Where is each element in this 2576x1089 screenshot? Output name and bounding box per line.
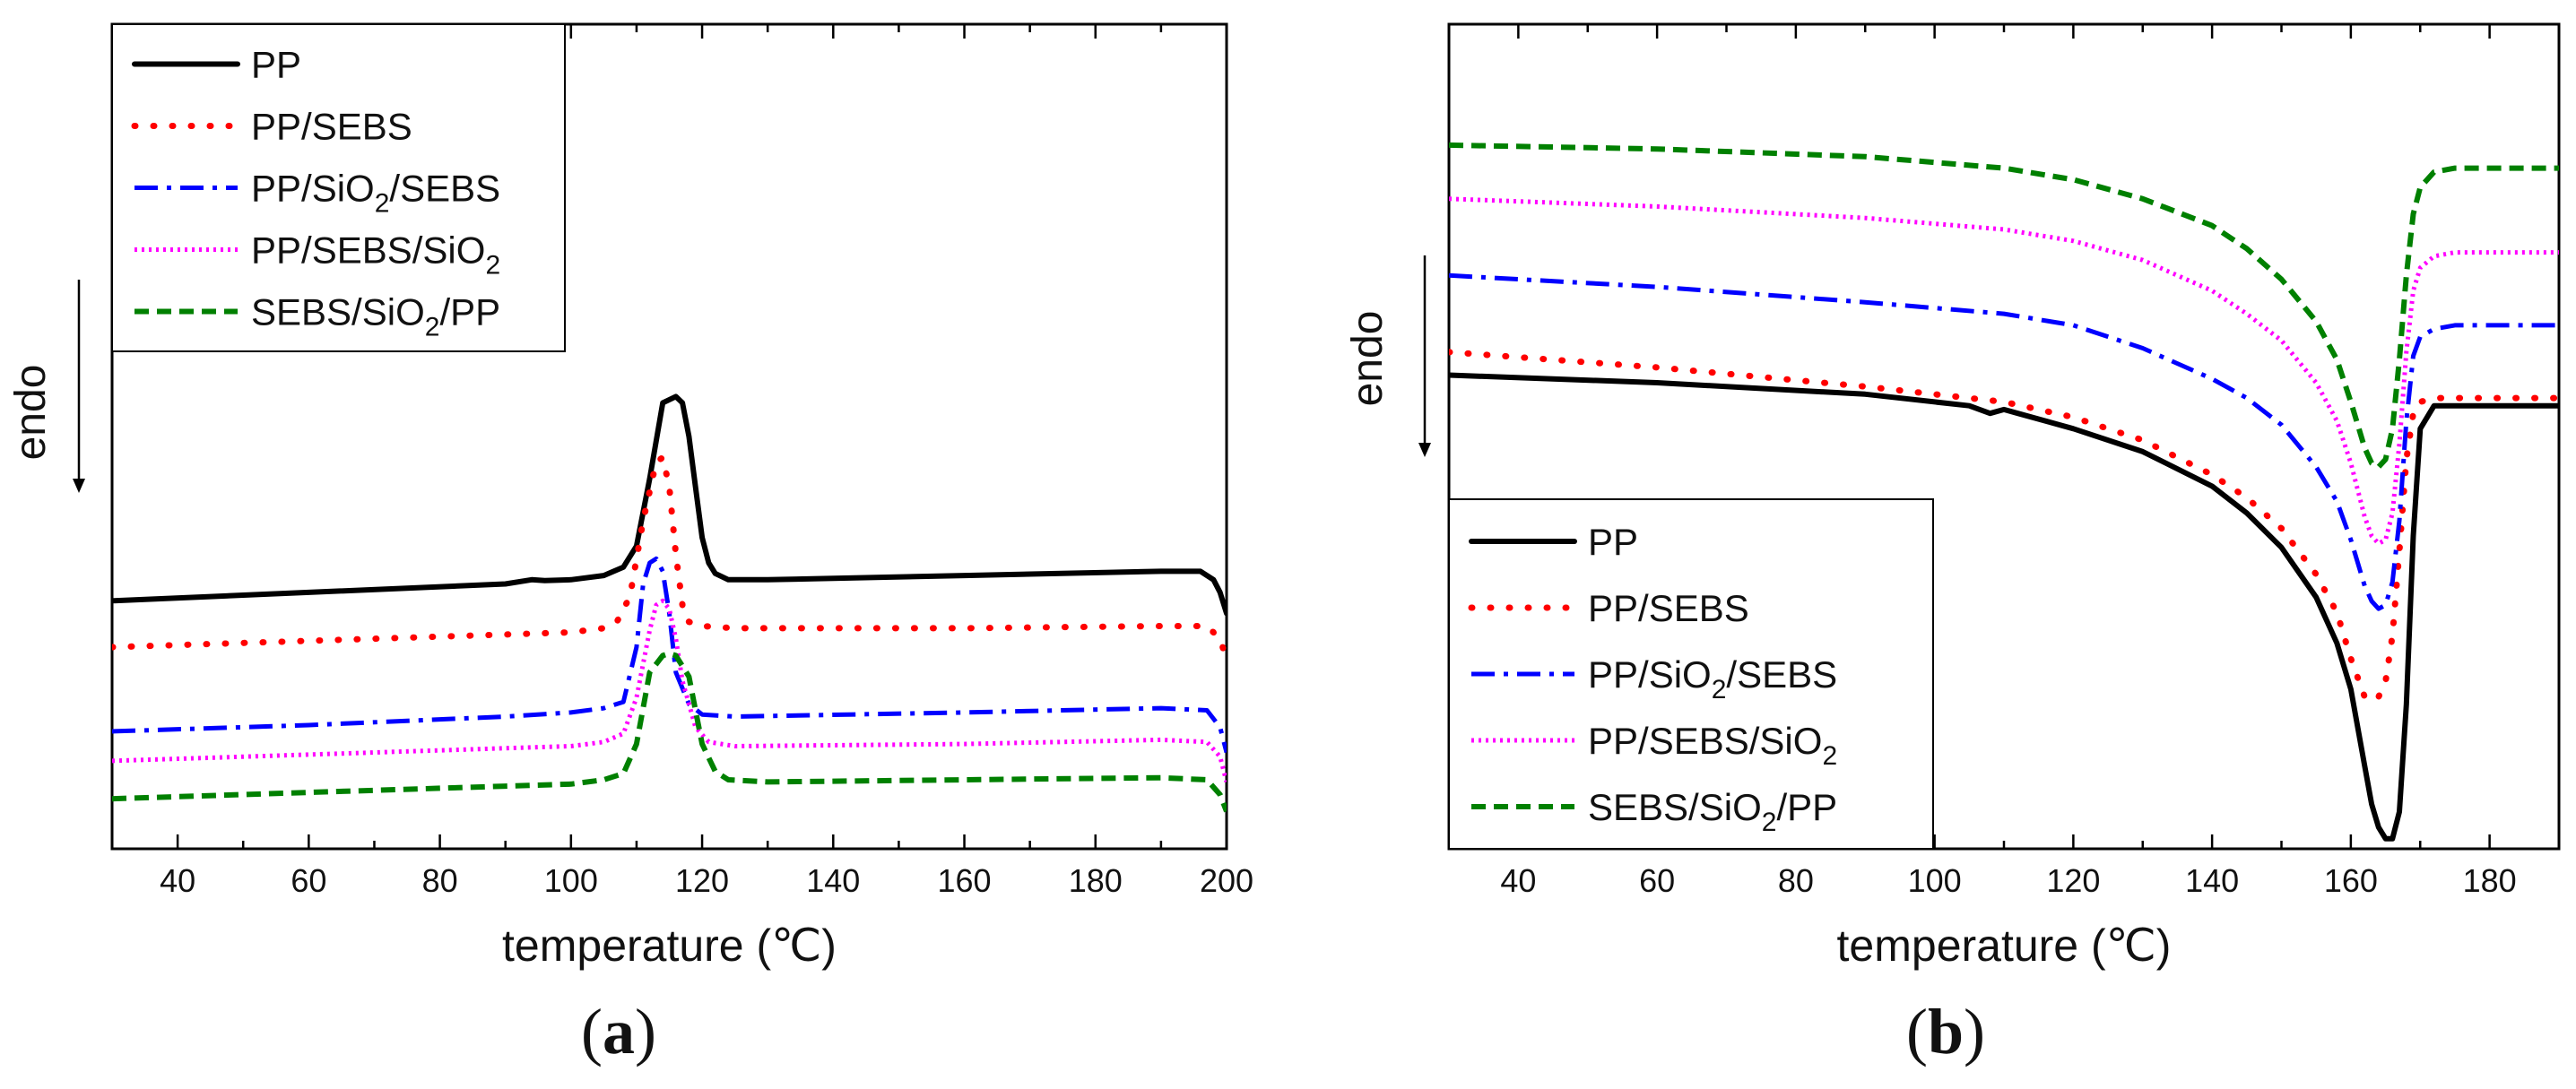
panel-a-legend-label: PP/SiO2/SEBS bbox=[251, 168, 500, 219]
legend-label-part: PP/SiO bbox=[251, 168, 375, 210]
panel-b-legend-label: PP/SiO2/SEBS bbox=[1588, 653, 1837, 704]
panel-a-x-tick-label: 200 bbox=[1200, 862, 1253, 899]
panel-a-x-axis-title: temperature (℃) bbox=[502, 920, 837, 971]
panel-a-x-tick-label: 80 bbox=[422, 862, 458, 899]
panel-b-endo-arrow-icon bbox=[1418, 443, 1431, 457]
legend-label-subscript: 2 bbox=[485, 251, 500, 281]
panel-a-x-tick-label: 100 bbox=[544, 862, 598, 899]
panel-a-endo-arrow-icon bbox=[73, 479, 85, 493]
panel-b-x-tick-label: 40 bbox=[1500, 862, 1536, 899]
panel-b-x-tick-label: 60 bbox=[1639, 862, 1675, 899]
panel-a-series-pp-sebs-sio2 bbox=[112, 598, 1227, 783]
legend-label-part: PP/SEBS/SiO bbox=[251, 229, 485, 272]
panel-a-legend-label: SEBS/SiO2/PP bbox=[251, 291, 500, 342]
legend-label-part: PP/SiO bbox=[1588, 653, 1712, 696]
panel-a-x-tick-label: 160 bbox=[937, 862, 991, 899]
panel-b-legend-label: SEBS/SiO2/PP bbox=[1588, 786, 1837, 837]
legend-label-subscript: 2 bbox=[1762, 808, 1777, 837]
legend-label-subscript: 2 bbox=[425, 313, 440, 342]
panel-b-series-sebs-sio2-pp bbox=[1449, 142, 2559, 470]
panel-label-letter: b bbox=[1928, 996, 1964, 1067]
panel-a-series-pp-sebs bbox=[112, 454, 1227, 663]
panel-label-open-paren: ( bbox=[581, 996, 603, 1067]
legend-label-part: PP bbox=[251, 44, 301, 86]
panel-a-series-pp-sio2-sebs bbox=[112, 556, 1227, 754]
legend-label-subscript: 2 bbox=[375, 189, 390, 219]
panel-b-legend-label: PP bbox=[1588, 521, 1638, 563]
legend-label-subscript: 2 bbox=[1712, 675, 1727, 704]
legend-label-part: /SEBS bbox=[1726, 653, 1837, 696]
panel-b-legend-label: PP/SEBS bbox=[1588, 587, 1749, 629]
panel-a-series-sebs-sio2-pp bbox=[112, 651, 1227, 813]
panel-a-x-tick-label: 60 bbox=[291, 862, 326, 899]
panel-label-close-paren: ) bbox=[635, 996, 656, 1067]
panel-b-x-tick-label: 160 bbox=[2324, 862, 2378, 899]
panel-a-legend-label: PP/SEBS bbox=[251, 106, 412, 148]
panel-a-y-axis-title: endo bbox=[7, 365, 55, 461]
panel-b-x-tick-label: 140 bbox=[2185, 862, 2239, 899]
legend-label-subscript: 2 bbox=[1822, 741, 1837, 771]
panel-a-x-tick-label: 120 bbox=[675, 862, 729, 899]
panel-a-legend-label: PP/SEBS/SiO2 bbox=[251, 229, 500, 281]
panel-b-legend-label: PP/SEBS/SiO2 bbox=[1588, 720, 1837, 771]
panel-a-chart: 40 60 80 100 120 140 160 180 200 temperature (℃) e… bbox=[7, 22, 1253, 1067]
panel-b-x-tick-label: 120 bbox=[2046, 862, 2100, 899]
panel-a-x-tick-label: 40 bbox=[160, 862, 195, 899]
panel-label-open-paren: ( bbox=[1906, 996, 1928, 1067]
legend-label-part: SEBS/SiO bbox=[251, 291, 425, 333]
panel-b-y-axis-title: endo bbox=[1344, 311, 1392, 407]
panel-label-close-paren: ) bbox=[1964, 996, 1985, 1067]
panel-b-chart: 40 60 80 100 120 140 160 180 temperature (℃) endo… bbox=[1344, 22, 2561, 1067]
panel-b-series-pp-sebs bbox=[1449, 349, 2559, 704]
panel-b-x-tick-label: 180 bbox=[2463, 862, 2517, 899]
panel-b-x-tick-label: 80 bbox=[1778, 862, 1814, 899]
legend-label-part: /SEBS bbox=[389, 168, 500, 210]
legend-label-part: /PP bbox=[1776, 786, 1837, 828]
legend-label-part: PP/SEBS/SiO bbox=[1588, 720, 1822, 762]
panel-b-series-pp bbox=[1449, 372, 2559, 842]
legend-label-part: PP bbox=[1588, 521, 1638, 563]
legend-label-part: SEBS/SiO bbox=[1588, 786, 1762, 828]
panel-a-legend-label: PP bbox=[251, 44, 301, 86]
panel-b-x-tick-label: 100 bbox=[1908, 862, 1962, 899]
legend-label-part: PP/SEBS bbox=[1588, 587, 1749, 629]
panel-a-x-tick-label: 180 bbox=[1069, 862, 1123, 899]
panel-label-letter: a bbox=[603, 996, 635, 1067]
panel-b-label: (b) bbox=[1906, 996, 1985, 1067]
panel-a-series-pp bbox=[112, 393, 1227, 617]
panel-b-x-axis-title: temperature (℃) bbox=[1837, 920, 2172, 971]
legend-label-part: PP/SEBS bbox=[251, 106, 412, 148]
panel-a-label: (a) bbox=[581, 996, 656, 1067]
panel-a-x-tick-label: 140 bbox=[806, 862, 860, 899]
panel-b-series-pp-sio2-sebs bbox=[1449, 272, 2559, 611]
panel-a-plot-frame bbox=[110, 22, 1228, 851]
legend-label-part: /PP bbox=[439, 291, 500, 333]
